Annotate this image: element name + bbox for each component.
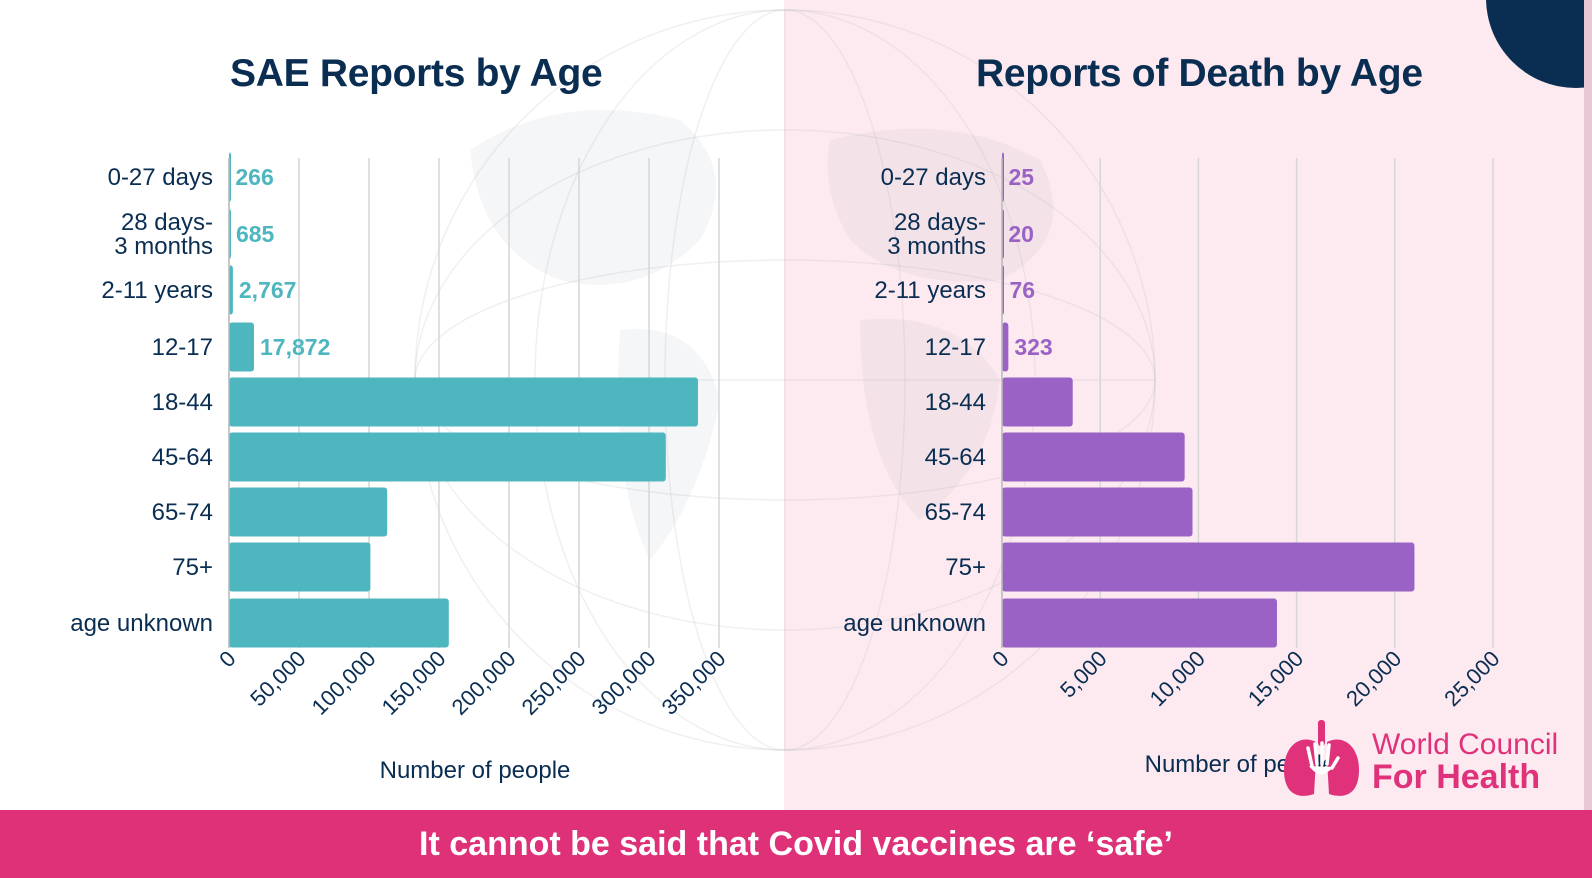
bar-1-5: [1002, 432, 1185, 482]
bar-1-6: [1002, 487, 1193, 537]
data-label: 323: [1014, 334, 1052, 360]
data-label: 266: [235, 164, 273, 190]
bar-0-6: [229, 487, 388, 537]
data-label: 2,767: [239, 277, 297, 303]
lungs-hand-icon: [1284, 720, 1359, 796]
chart-title-death: Reports of Death by Age: [976, 52, 1423, 95]
bar-1-8: [1002, 598, 1277, 648]
bar-0-4: [229, 377, 698, 427]
category-label: 18-44: [152, 389, 213, 416]
bar-0-8: [229, 598, 449, 648]
category-label: 75+: [172, 554, 213, 581]
right-panel-background: [784, 0, 1592, 810]
logo-text-line2: For Health: [1372, 758, 1541, 796]
category-label: 65-74: [925, 499, 986, 526]
category-label: 18-44: [925, 389, 986, 416]
tick-label: 10,000: [1145, 646, 1210, 711]
data-label: 20: [1008, 221, 1034, 247]
category-label: 45-64: [152, 444, 213, 471]
bar-0-2: [229, 265, 233, 315]
chart-title-sae: SAE Reports by Age: [230, 52, 603, 95]
data-label: 25: [1008, 164, 1034, 190]
bar-1-4: [1002, 377, 1073, 427]
data-label: 685: [236, 221, 275, 247]
category-label: 28 days-3 months: [887, 209, 986, 260]
bar-0-5: [229, 432, 666, 482]
axis-title-x: Number of people: [380, 757, 571, 784]
bar-0-3: [229, 322, 255, 372]
right-edge-strip: [1584, 0, 1592, 810]
banner-text: It cannot be said that Covid vaccines ar…: [419, 824, 1173, 863]
tick-label: 5,000: [1055, 646, 1112, 703]
logo-text-line1: World Council: [1372, 728, 1559, 761]
category-label: 75+: [945, 554, 986, 581]
category-label: 2-11 years: [874, 277, 986, 304]
footer-banner: It cannot be said that Covid vaccines ar…: [0, 810, 1592, 878]
sae-bar-chart: 0-27 days 266 28 days-3 months 685 2-11 year…: [70, 152, 731, 784]
category-label: 0-27 days: [108, 164, 213, 191]
bar-1-3: [1002, 322, 1009, 372]
category-label: age unknown: [843, 610, 986, 637]
category-label: 0-27 days: [881, 164, 986, 191]
tick-label: 25,000: [1439, 646, 1504, 711]
category-label: 28 days-3 months: [114, 209, 213, 260]
category-label: 2-11 years: [101, 277, 213, 304]
wch-logo: World Council For Health: [1280, 714, 1580, 804]
bar-0-7: [229, 542, 371, 592]
data-label: 17,872: [260, 334, 330, 360]
tick-label: 15,000: [1243, 646, 1308, 711]
death-bar-chart: 0-27 days 25 28 days-3 months 20 2-11 years 7…: [843, 152, 1505, 778]
category-label: 12-17: [925, 334, 986, 361]
tick-label: 0: [987, 646, 1013, 672]
category-label: 12-17: [152, 334, 213, 361]
category-label: age unknown: [70, 610, 213, 637]
category-label: 65-74: [152, 499, 213, 526]
category-label: 45-64: [925, 444, 986, 471]
bar-1-7: [1002, 542, 1415, 592]
data-label: 76: [1009, 277, 1035, 303]
tick-label: 20,000: [1341, 646, 1406, 711]
